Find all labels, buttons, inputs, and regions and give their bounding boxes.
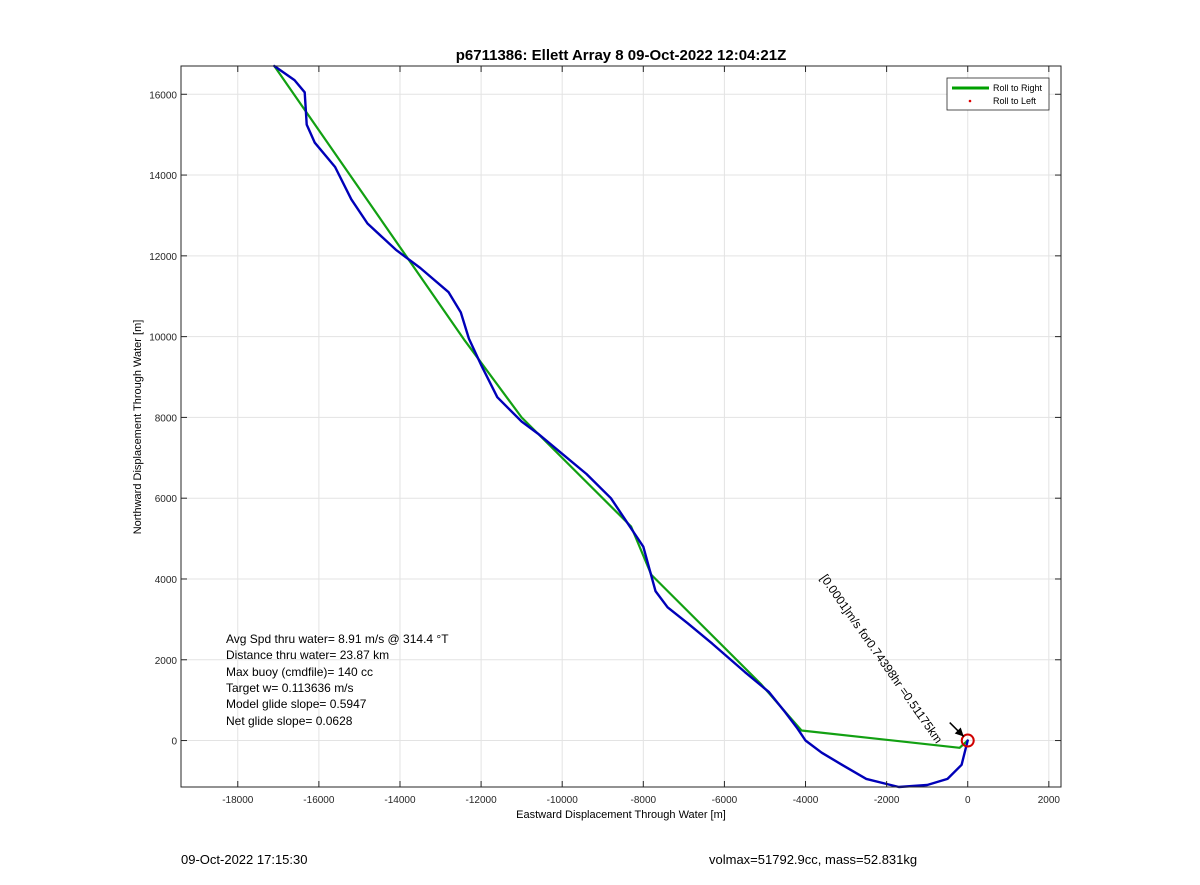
- stat-target-w: Target w= 0.113636 m/s: [226, 681, 354, 695]
- y-tick-label: 14000: [149, 171, 177, 182]
- stat-net-glide: Net glide slope= 0.0628: [226, 714, 353, 728]
- x-tick-label: 2000: [1038, 795, 1061, 806]
- footer-timestamp: 09-Oct-2022 17:15:30: [181, 852, 308, 867]
- x-tick-label: -4000: [793, 795, 819, 806]
- x-tick-label: -10000: [547, 795, 579, 806]
- y-tick-label: 10000: [149, 333, 177, 344]
- stat-model-glide: Model glide slope= 0.5947: [226, 697, 367, 711]
- x-axis-ticks: -18000 -16000 -14000 -12000 -10000 -8000 -6000…: [222, 66, 1060, 806]
- x-tick-label: -12000: [466, 795, 498, 806]
- chart-title: p6711386: Ellett Array 8 09-Oct-2022 12:…: [456, 47, 786, 64]
- legend-box: [946, 77, 1050, 111]
- plot-background: [181, 66, 1061, 787]
- x-tick-label: -2000: [874, 795, 900, 806]
- y-tick-label: 0: [171, 737, 177, 748]
- y-tick-label: 6000: [155, 494, 178, 505]
- blue-track-line: [273, 64, 969, 789]
- x-tick-label: -14000: [384, 795, 416, 806]
- arrow-annotation: [949, 722, 965, 738]
- stat-distance: Distance thru water= 23.87 km: [226, 648, 389, 662]
- x-tick-label: -6000: [712, 795, 738, 806]
- x-axis-label: Eastward Displacement Through Water [m]: [516, 809, 726, 821]
- legend-swatch-roll-left: [968, 99, 972, 103]
- legend-label-roll-left: Roll to Left: [993, 96, 1037, 106]
- x-tick-label: -16000: [303, 795, 335, 806]
- plot-frame: [180, 65, 1062, 788]
- arrow-head: [954, 727, 964, 737]
- x-tick-label: 0: [965, 795, 971, 806]
- legend-label-roll-right: Roll to Right: [993, 83, 1043, 93]
- y-axis-ticks: 0 2000 4000 6000 8000 10000 12000 14000 16000: [149, 90, 1061, 748]
- stat-avg-speed: Avg Spd thru water= 8.91 m/s @ 314.4 °T: [226, 632, 449, 646]
- origin-circle-marker: [960, 733, 975, 748]
- y-tick-label: 4000: [155, 575, 178, 586]
- y-tick-label: 12000: [149, 252, 177, 263]
- footer-vehicle-params: volmax=51792.9cc, mass=52.831kg: [709, 852, 918, 867]
- legend: Roll to Right Roll to Left: [946, 77, 1050, 111]
- grid: [181, 66, 1061, 787]
- stat-max-buoy: Max buoy (cmdfile)= 140 cc: [226, 665, 373, 679]
- y-tick-label: 8000: [155, 413, 178, 424]
- start-marker: [960, 733, 975, 748]
- y-tick-label: 2000: [155, 656, 178, 667]
- stats-annotation: Avg Spd thru water= 8.91 m/s @ 314.4 °T …: [226, 632, 449, 728]
- x-tick-label: -8000: [631, 795, 657, 806]
- series-layer: [273, 64, 969, 789]
- y-tick-label: 16000: [149, 90, 177, 101]
- x-tick-label: -18000: [222, 795, 254, 806]
- y-axis-label: Northward Displacement Through Water [m]: [132, 320, 144, 535]
